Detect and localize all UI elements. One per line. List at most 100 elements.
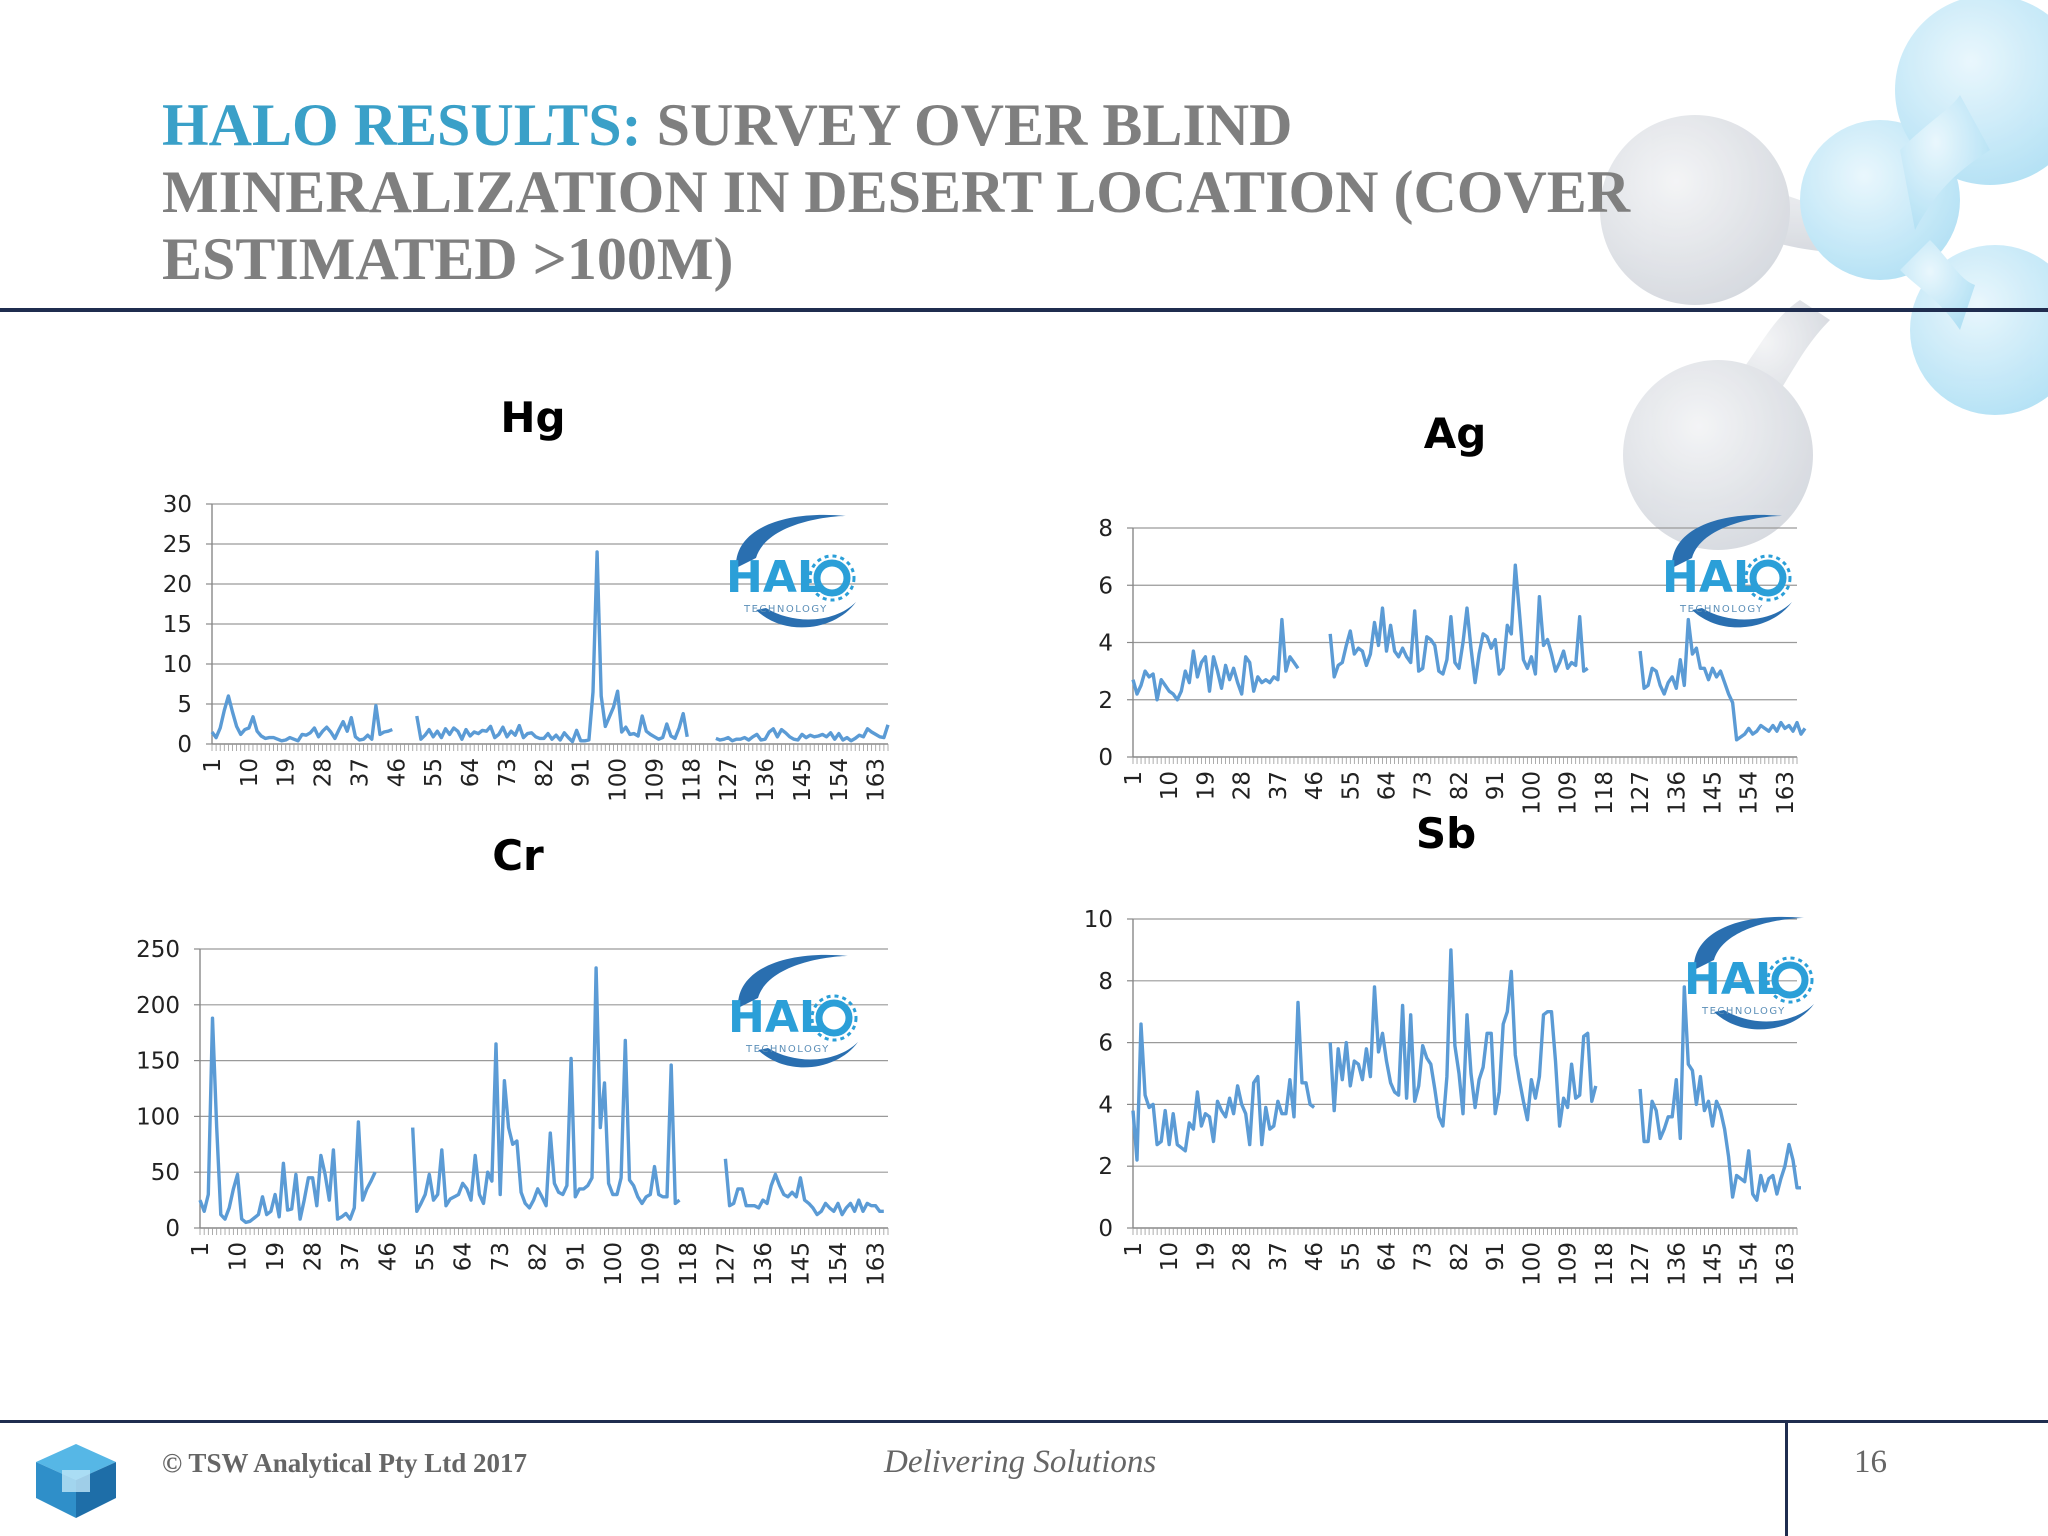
- x-tick-label: 118: [679, 758, 705, 802]
- x-tick-label: 73: [1411, 1242, 1437, 1271]
- halo-logo-subtext: TECHNOLOGY: [745, 1044, 830, 1055]
- halo-gear-icon: [1771, 961, 1809, 999]
- y-tick-label: 25: [163, 532, 192, 558]
- halo-logo-subtext: TECHNOLOGY: [743, 604, 828, 615]
- y-tick-label: 8: [1098, 969, 1113, 995]
- title-rest: SURVEY OVER BLIND MINERALIZATION IN DESE…: [162, 92, 1631, 292]
- halo-logo-text: HAL: [726, 552, 825, 603]
- x-tick-label: 64: [1375, 771, 1401, 800]
- halo-swoosh: [735, 514, 846, 568]
- x-tick-label: 136: [1664, 1242, 1690, 1286]
- halo-gear-icon: [813, 559, 851, 597]
- title-accent: HALO RESULTS:: [162, 92, 642, 158]
- x-tick-label: 145: [790, 758, 816, 802]
- x-tick-label: 109: [642, 758, 668, 802]
- x-minor-ticks: [211, 744, 889, 751]
- halo-swoosh: [1693, 916, 1804, 970]
- series-line-hg-2: [415, 550, 689, 744]
- y-tick-label: 2: [1098, 688, 1113, 714]
- x-tick-label: 46: [1302, 1242, 1328, 1271]
- x-tick-label: 28: [1230, 1242, 1256, 1271]
- x-tick-label: 118: [676, 1242, 702, 1286]
- company-logo: [36, 1444, 116, 1518]
- x-tick-label: 55: [421, 758, 447, 787]
- x-tick-label: 109: [1556, 1242, 1582, 1286]
- y-tick-label: 4: [1098, 1092, 1113, 1118]
- x-tick-label: 64: [1375, 1242, 1401, 1271]
- halo-logo-text: HAL: [1662, 552, 1761, 603]
- series-line-sb-2: [1328, 948, 1598, 1128]
- series-line-hg-1: [210, 694, 393, 743]
- x-tick-label: 1: [200, 758, 226, 773]
- x-tick-label: 154: [826, 1242, 852, 1286]
- footer-copyright: © TSW Analytical Pty Ltd 2017: [162, 1448, 527, 1478]
- halo-logo-subtext: TECHNOLOGY: [1679, 604, 1764, 615]
- x-tick-label: 127: [1628, 1242, 1654, 1286]
- x-tick-label: 1: [188, 1242, 214, 1257]
- x-tick-label: 91: [1483, 771, 1509, 800]
- x-tick-label: 19: [263, 1242, 289, 1271]
- footer-rule: [0, 1420, 2048, 1423]
- x-tick-label: 163: [864, 758, 890, 802]
- x-tick-label: 82: [532, 758, 558, 787]
- y-tick-label: 100: [136, 1104, 180, 1130]
- footer-tagline: Delivering Solutions: [884, 1444, 1157, 1480]
- x-tick-label: 154: [1737, 771, 1763, 815]
- x-tick-label: 154: [1737, 1242, 1763, 1286]
- chart-title-hg: Hg: [500, 393, 565, 442]
- x-tick-label: 109: [638, 1242, 664, 1286]
- x-tick-label: 28: [1230, 771, 1256, 800]
- footer-divider: [1785, 1420, 1788, 1536]
- halo-gear-teeth: [808, 554, 856, 602]
- halo-logo-text: HAL: [728, 992, 827, 1043]
- x-tick-label: 136: [753, 758, 779, 802]
- x-tick-label: 37: [1266, 1242, 1292, 1271]
- x-tick-label: 64: [458, 758, 484, 787]
- y-tick-label: 6: [1098, 1031, 1113, 1057]
- y-tick-label: 15: [163, 612, 192, 638]
- halo-logo-text: HAL: [1684, 954, 1783, 1005]
- series-line-ag-1: [1131, 617, 1300, 702]
- x-tick-label: 55: [1338, 1242, 1364, 1271]
- x-tick-label: 1: [1121, 771, 1147, 786]
- y-tick-label: 10: [1084, 907, 1113, 933]
- y-tick-label: 6: [1098, 573, 1113, 599]
- halo-gear-teeth: [1744, 554, 1792, 602]
- halo-swoosh-lower: [1692, 602, 1792, 628]
- x-tick-label: 73: [495, 758, 521, 787]
- x-tick-label: 145: [788, 1242, 814, 1286]
- y-tick-label: 2: [1098, 1154, 1113, 1180]
- x-minor-ticks: [199, 1228, 889, 1235]
- x-minor-ticks: [1132, 757, 1798, 764]
- x-tick-label: 82: [526, 1242, 552, 1271]
- halo-gear-icon: [1749, 559, 1787, 597]
- y-tick-label: 150: [136, 1049, 180, 1075]
- x-tick-label: 19: [1193, 771, 1219, 800]
- x-tick-label: 55: [413, 1242, 439, 1271]
- x-tick-label: 82: [1447, 771, 1473, 800]
- x-tick-label: 28: [311, 758, 337, 787]
- x-tick-label: 10: [226, 1242, 252, 1271]
- x-tick-label: 10: [1157, 1242, 1183, 1271]
- x-tick-label: 127: [713, 1242, 739, 1286]
- x-tick-label: 28: [301, 1242, 327, 1271]
- chart-title-sb: Sb: [1416, 809, 1476, 858]
- page-number: 16: [1854, 1444, 1887, 1480]
- x-tick-label: 73: [488, 1242, 514, 1271]
- halo-gear-icon: [815, 999, 853, 1037]
- x-tick-label: 136: [751, 1242, 777, 1286]
- y-tick-label: 200: [136, 993, 180, 1019]
- x-tick-label: 127: [1628, 771, 1654, 815]
- y-tick-label: 4: [1098, 631, 1113, 657]
- halo-swoosh-lower: [758, 1042, 858, 1068]
- halo-swoosh-lower: [1714, 1004, 1814, 1030]
- series-line-cr-1: [198, 1016, 377, 1225]
- x-tick-label: 55: [1338, 771, 1364, 800]
- x-tick-label: 100: [1519, 1242, 1545, 1286]
- x-minor-ticks: [1132, 1228, 1798, 1235]
- x-tick-label: 46: [384, 758, 410, 787]
- x-tick-label: 73: [1411, 771, 1437, 800]
- series-line-ag-3: [1638, 617, 1807, 742]
